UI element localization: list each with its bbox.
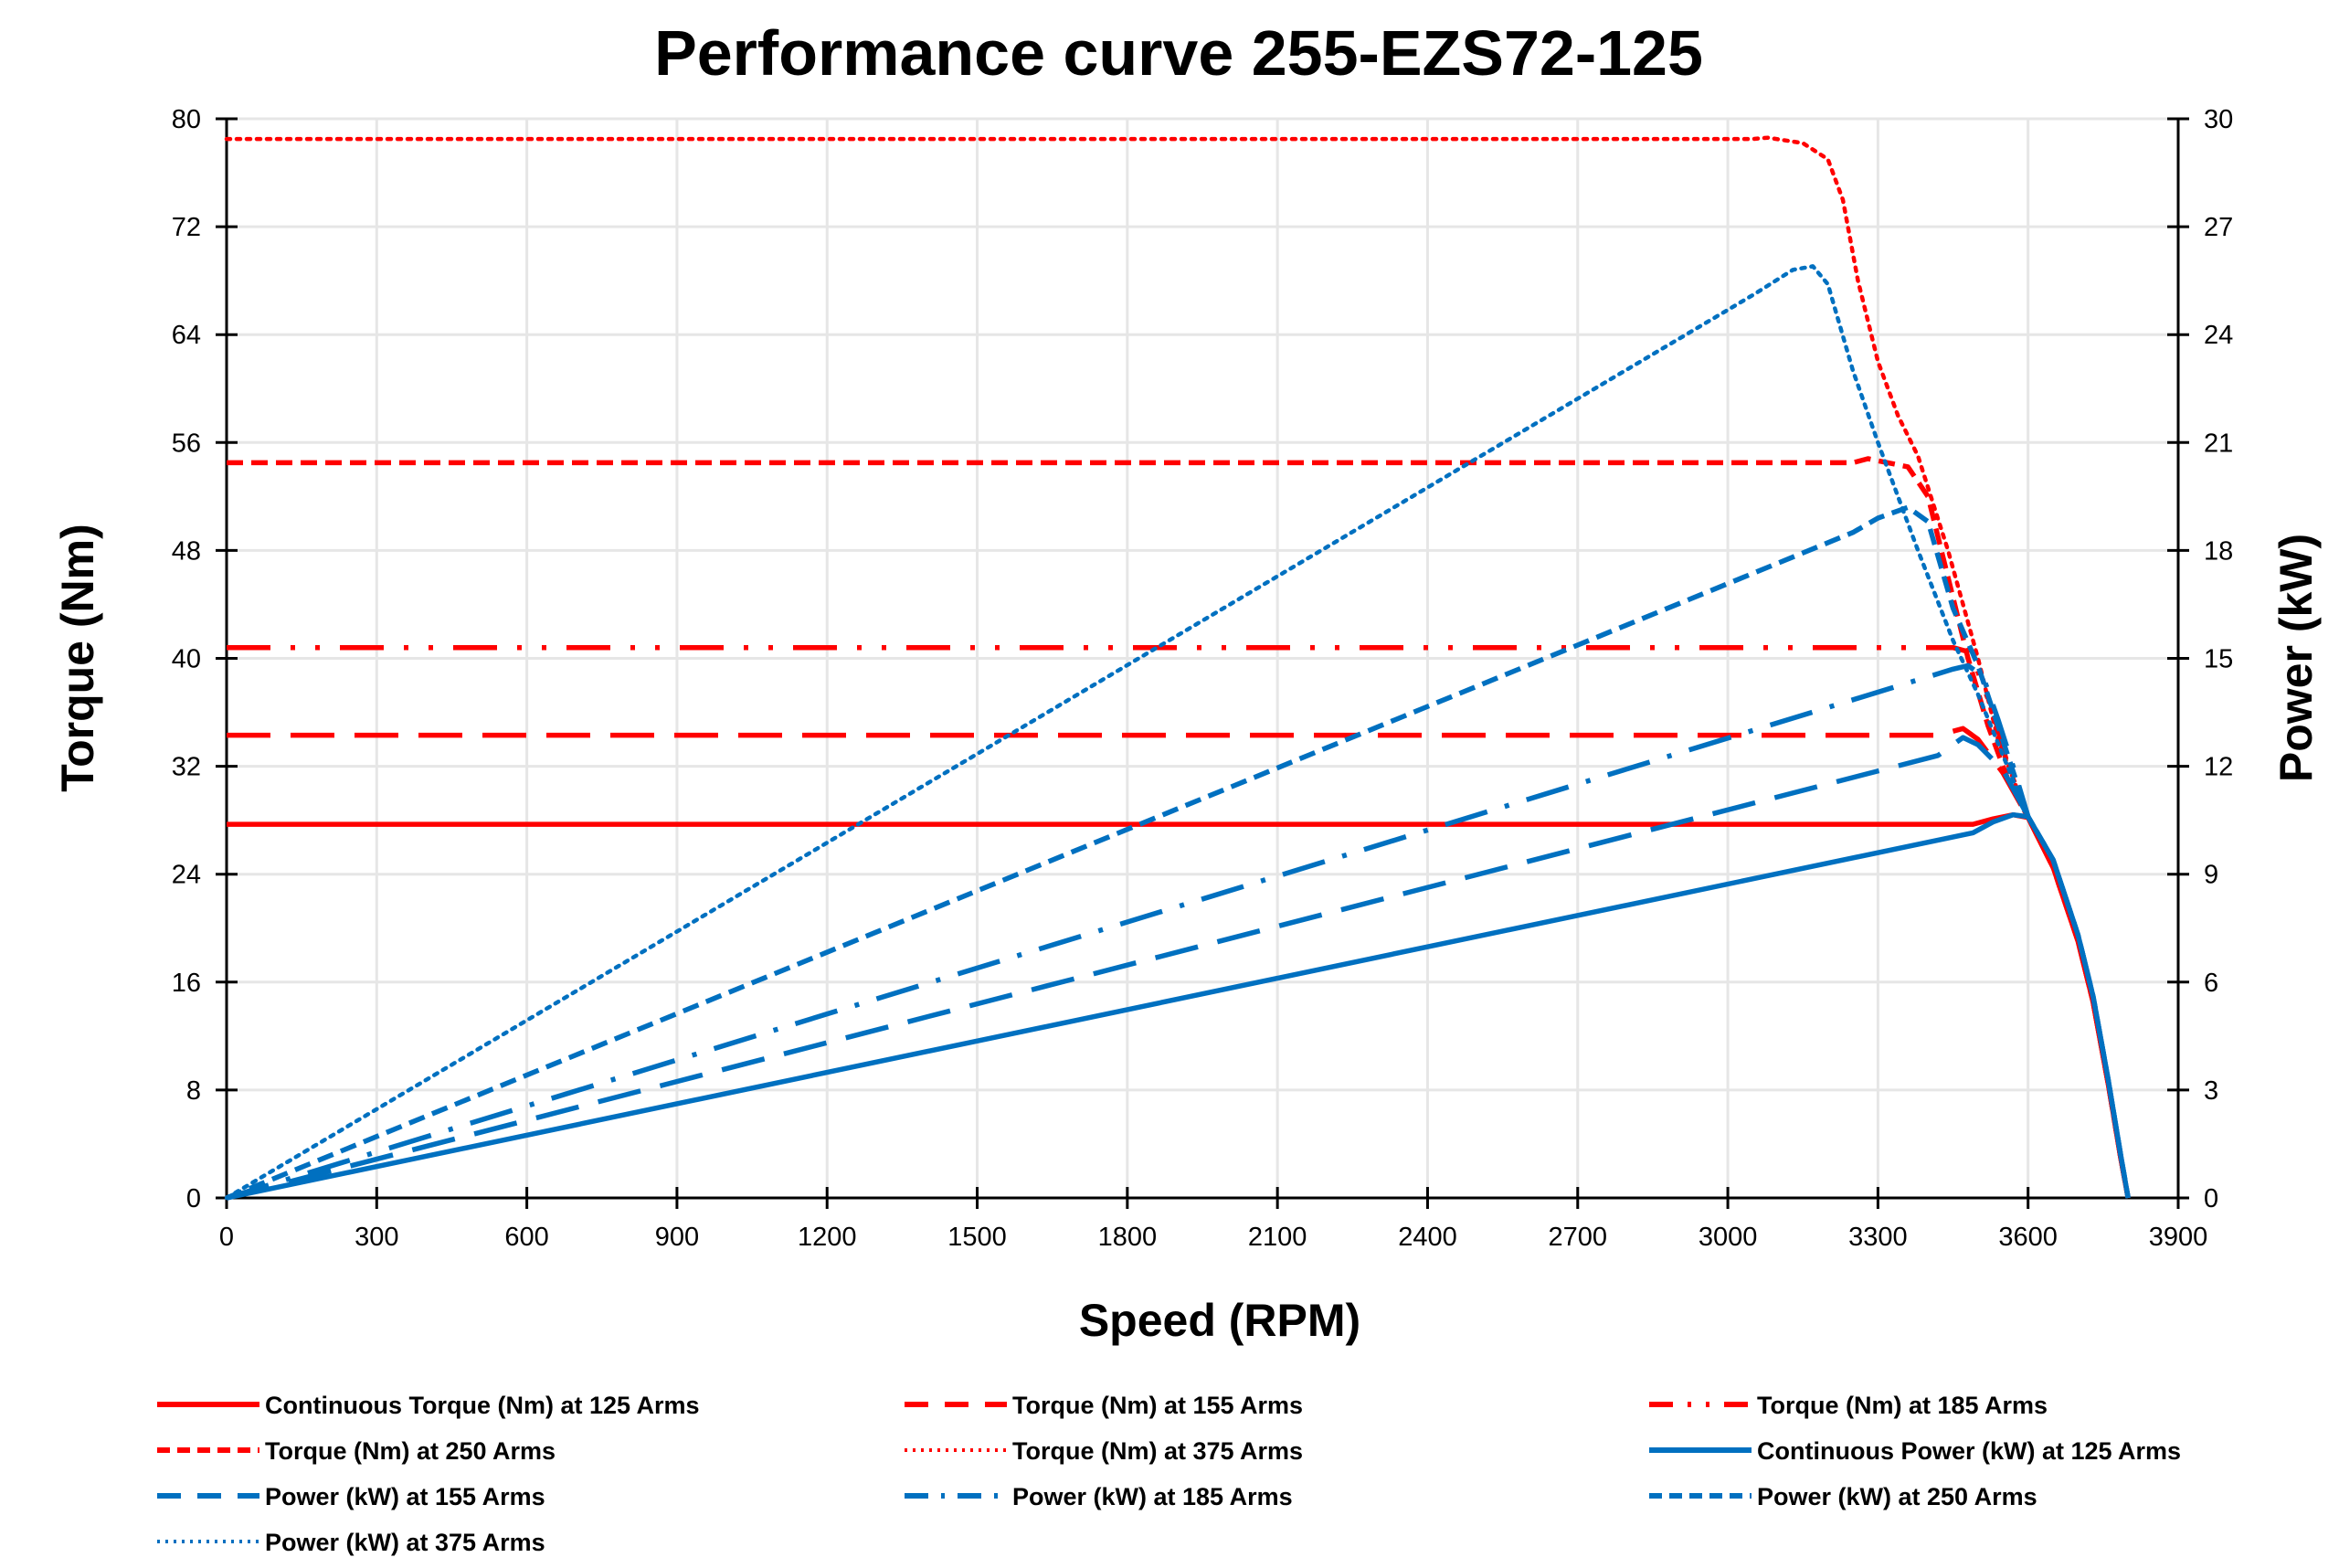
- series-line: [226, 735, 2131, 1201]
- legend-label: Torque (Nm) at 155 Arms: [1012, 1392, 1303, 1419]
- legend-item: Power (kW) at 185 Arms: [905, 1483, 1293, 1510]
- y2-tick-label: 15: [2204, 645, 2233, 674]
- y-axis-label: Torque (Nm): [52, 524, 103, 791]
- y-tick-label: 8: [186, 1076, 201, 1106]
- legend-label: Power (kW) at 250 Arms: [1757, 1483, 2037, 1510]
- legend-item: Continuous Power (kW) at 125 Arms: [1649, 1437, 2181, 1465]
- x-tick-label: 1800: [1098, 1223, 1158, 1252]
- legend: Continuous Torque (Nm) at 125 Arms Torque…: [157, 1392, 2181, 1556]
- y2-tick-label: 12: [2204, 753, 2233, 782]
- y2-tick-label: 0: [2204, 1184, 2218, 1213]
- series-line: [227, 456, 2131, 1199]
- gridlines: [227, 117, 2178, 1198]
- chart-title: Performance curve 255-EZS72-125: [654, 17, 1703, 89]
- series-line: [226, 811, 2131, 1201]
- y2-tick-label: 6: [2204, 969, 2218, 998]
- x-tick-label: 2100: [1248, 1223, 1307, 1252]
- y-tick-label: 56: [172, 429, 201, 458]
- legend-label: Torque (Nm) at 375 Arms: [1012, 1437, 1303, 1465]
- legend-item: Power (kW) at 375 Arms: [157, 1529, 545, 1556]
- y-tick-label: 80: [172, 105, 201, 134]
- x-tick-label: 3300: [1848, 1223, 1908, 1252]
- y-tick-label: 32: [172, 753, 201, 782]
- y2-tick-label: 24: [2204, 321, 2233, 350]
- legend-item: Torque (Nm) at 375 Arms: [905, 1437, 1303, 1465]
- axes: 0 300 600 900 1200 1500 1800 2100 2400 2700 3000 33…: [172, 105, 2234, 1252]
- legend-label: Torque (Nm) at 185 Arms: [1757, 1392, 2048, 1419]
- y-tick-label: 48: [172, 536, 201, 566]
- series-line: [224, 264, 2131, 1201]
- x-tick-label: 1500: [947, 1223, 1007, 1252]
- y2-tick-label: 9: [2204, 861, 2218, 890]
- x-tick-label: 2400: [1398, 1223, 1457, 1252]
- legend-label: Power (kW) at 155 Arms: [265, 1483, 545, 1510]
- y-tick-label: 64: [172, 321, 201, 350]
- y2-tick-label: 30: [2204, 105, 2233, 134]
- x-tick-label: 300: [355, 1223, 398, 1252]
- series-line: [226, 662, 2131, 1201]
- series-line: [227, 644, 2131, 1199]
- y2-tick-label: 27: [2204, 213, 2233, 242]
- series-lines: [224, 135, 2131, 1201]
- legend-item: Power (kW) at 250 Arms: [1649, 1483, 2037, 1510]
- y-tick-label: 72: [172, 213, 201, 242]
- legend-label: Power (kW) at 375 Arms: [265, 1529, 545, 1556]
- y-tick-label: 0: [186, 1184, 201, 1213]
- series-line: [227, 726, 2131, 1199]
- legend-item: Power (kW) at 155 Arms: [157, 1483, 545, 1510]
- legend-item: Continuous Torque (Nm) at 125 Arms: [157, 1392, 700, 1419]
- x-tick-label: 3600: [1998, 1223, 2058, 1252]
- legend-label: Power (kW) at 185 Arms: [1012, 1483, 1293, 1510]
- y2-axis-label: Power (kW): [2270, 534, 2322, 782]
- y-tick-label: 24: [172, 861, 201, 890]
- y2-tick-label: 3: [2204, 1076, 2218, 1106]
- series-line: [224, 135, 2131, 1201]
- y2-tick-label: 18: [2204, 536, 2233, 566]
- x-tick-label: 3900: [2149, 1223, 2208, 1252]
- x-tick-label: 600: [504, 1223, 548, 1252]
- series-line: [225, 504, 2131, 1201]
- legend-item: Torque (Nm) at 250 Arms: [157, 1437, 556, 1465]
- x-tick-label: 3000: [1699, 1223, 1758, 1252]
- x-axis-label: Speed (RPM): [1079, 1295, 1360, 1346]
- legend-label: Continuous Torque (Nm) at 125 Arms: [265, 1392, 700, 1419]
- x-tick-label: 2700: [1549, 1223, 1608, 1252]
- y-tick-label: 16: [172, 969, 201, 998]
- x-tick-label: 1200: [798, 1223, 857, 1252]
- x-tick-label: 900: [655, 1223, 699, 1252]
- legend-label: Continuous Power (kW) at 125 Arms: [1757, 1437, 2181, 1465]
- y2-tick-label: 21: [2204, 429, 2233, 458]
- y-tick-label: 40: [172, 645, 201, 674]
- legend-label: Torque (Nm) at 250 Arms: [265, 1437, 556, 1465]
- legend-item: Torque (Nm) at 155 Arms: [905, 1392, 1303, 1419]
- legend-item: Torque (Nm) at 185 Arms: [1649, 1392, 2048, 1419]
- x-tick-label: 0: [219, 1223, 234, 1252]
